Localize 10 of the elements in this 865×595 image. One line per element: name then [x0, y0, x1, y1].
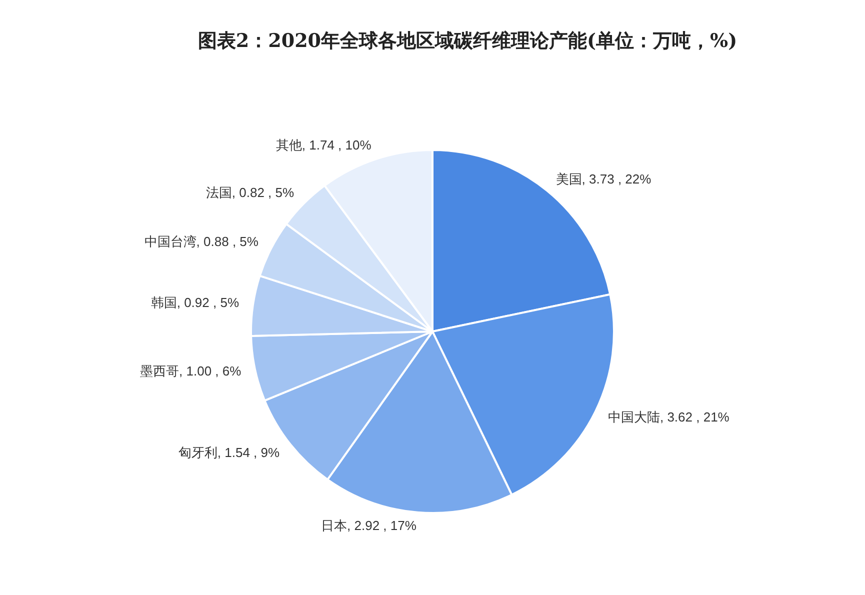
slice-label: 法国, 0.82 , 5% [206, 185, 295, 200]
slice-label: 中国大陆, 3.62 , 21% [608, 409, 730, 424]
slice-label: 墨西哥, 1.00 , 6% [140, 363, 242, 378]
slice-label: 美国, 3.73 , 22% [556, 171, 652, 186]
slice-label: 韩国, 0.92 , 5% [150, 295, 240, 310]
chart-title: 图表2：2020年全球各地区域碳纤维理论产能(单位：万吨，%) [196, 29, 738, 54]
slice-label: 匈牙利, 1.54 , 9% [178, 444, 280, 460]
slice-label: 中国台湾, 0.88 , 5% [144, 234, 259, 250]
slice-label: 其他, 1.74 , 10% [276, 137, 372, 152]
slice-label: 日本, 2.92 , 17% [321, 518, 417, 533]
